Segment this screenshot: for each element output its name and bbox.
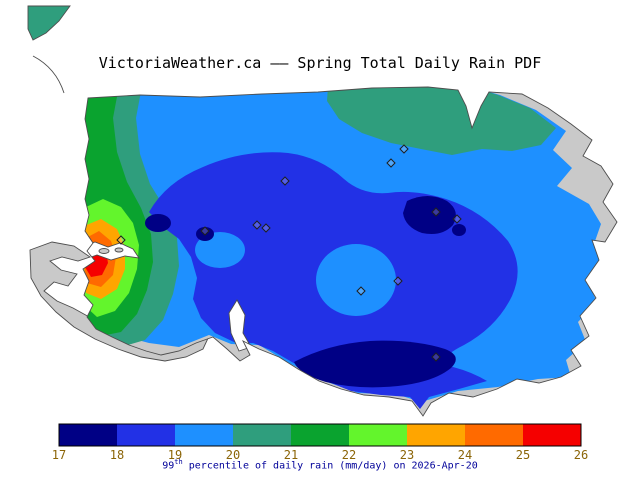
colorbar-caption: 99th percentile of daily rain (mm/day) o… [0,458,640,471]
colorbar-segment [59,424,117,446]
station-marker [452,214,462,224]
colorbar-tick: 19 [168,448,182,462]
colorbar-segment [523,424,581,446]
contour-17-18-east-spot [452,224,466,236]
contour-layers [83,87,601,410]
colorbar-tick: 20 [226,448,240,462]
colorbar-segment [233,424,291,446]
colorbar-tick: 21 [284,448,298,462]
station-marker [431,352,441,362]
main-coastline-outline [82,86,618,417]
station-marker [280,176,290,186]
station-marker [393,276,403,286]
contour-19-20-inlier-west [195,232,245,268]
station-markers [116,144,462,362]
caption-superscript: th [174,458,183,466]
caption-text: percentile of daily rain (mm/day) on 202… [182,460,478,472]
contour-19-20-inlier-center [316,244,396,316]
contour-17-18-south [294,340,456,388]
contour-20-21-north [327,87,556,155]
inlet-islet-b [114,247,124,253]
station-marker [399,144,409,154]
contour-17-18-west-spot-b [196,227,214,241]
colorbar-tick: 25 [516,448,530,462]
station-marker [116,235,126,245]
colorbar-ticks: 17 18 19 20 21 22 23 24 25 26 [52,448,588,462]
station-marker [356,286,366,296]
station-marker [386,158,396,168]
colorbar-segment [465,424,523,446]
colorbar-segment [291,424,349,446]
west-inlet-water [83,241,140,261]
colorbar: 17 18 19 20 21 22 23 24 25 26 [52,423,588,462]
northern-island-fragment [27,5,71,41]
contour-17-18-west-spot-a [145,214,171,232]
colorbar-border [58,423,582,447]
colorbar-tick: 18 [110,448,124,462]
colorbar-tick: 22 [342,448,356,462]
station-marker [252,220,262,230]
station-marker [261,223,271,233]
colorbar-tick: 26 [574,448,588,462]
colorbar-tick: 17 [52,448,66,462]
colorbar-segment [175,424,233,446]
colorbar-tick: 24 [458,448,472,462]
contour-17-18-east [403,196,456,234]
south-inlet-water [228,299,252,352]
colorbar-tick: 23 [400,448,414,462]
colorbar-segment [407,424,465,446]
colorbar-segment [349,424,407,446]
chart-title: VictoriaWeather.ca —— Spring Total Daily… [98,54,542,72]
caption-value: 99 [162,460,175,472]
station-marker [200,226,210,236]
colorbar-segments [59,424,581,446]
coastline-fragment [32,55,65,94]
inlet-islet-a [98,248,110,254]
station-marker [431,207,441,217]
colorbar-segment [117,424,175,446]
